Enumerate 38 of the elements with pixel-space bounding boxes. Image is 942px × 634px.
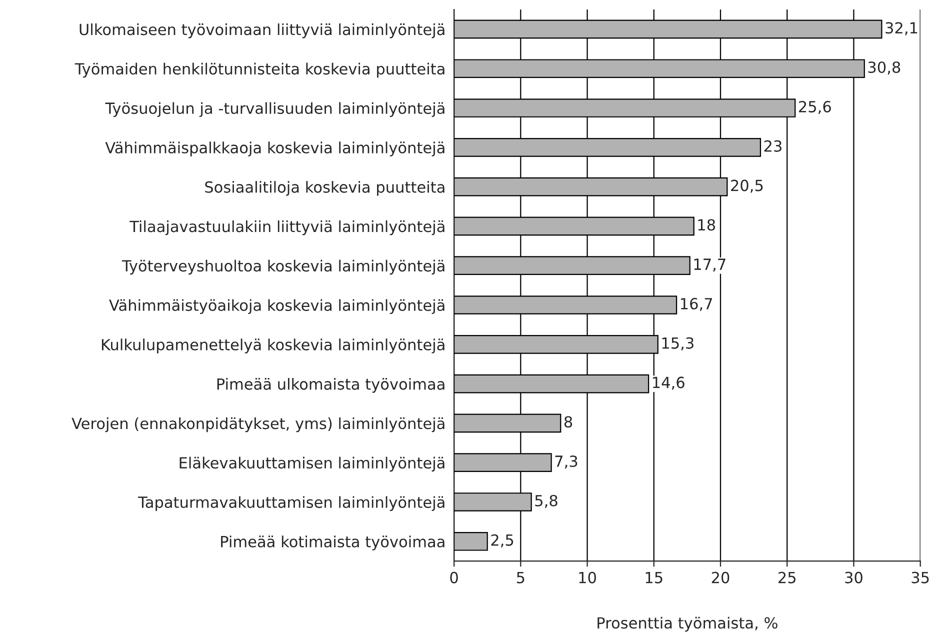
y-tick-label: Tilaajavastuulakiin liittyviä laiminlyöntejä	[130, 220, 444, 236]
y-tick-label: Verojen (ennakonpidätykset, yms) laiminlyöntejä	[72, 417, 444, 432]
x-tick-label: 5	[516, 572, 524, 584]
y-tick-label: Ulkomaiseen työvoimaan liittyviä laiminlyöntejä	[80, 23, 444, 38]
data-label: 15,3	[662, 337, 694, 350]
data-label: 18	[698, 219, 716, 231]
y-tick-label: Pimeää kotimaista työvoimaa	[221, 536, 444, 550]
y-tick-label: Työsuojelun ja -turvallisuuden laiminlyöntejä	[105, 102, 444, 117]
x-tick-label: 25	[778, 572, 796, 584]
data-label: 16,7	[680, 298, 712, 311]
x-tick-label: 10	[579, 572, 596, 584]
data-label: 7,3	[555, 455, 578, 469]
x-tick-label: 30	[845, 572, 862, 584]
data-label: 2,5	[491, 534, 514, 548]
x-tick-label: 15	[646, 572, 662, 584]
y-tick-label: Työterveyshuoltoa koskevia laiminlyöntejä	[122, 260, 444, 275]
y-tick-label: Eläkevakuuttamisen laiminlyöntejä	[180, 456, 444, 472]
data-label: 20,5	[731, 180, 763, 193]
y-tick-label: Sosiaalitiloja koskevia puutteita	[205, 181, 444, 196]
x-tick-label: 0	[450, 572, 458, 584]
data-label: 8	[564, 416, 572, 428]
y-tick-label: Pimeää ulkomaista työvoimaa	[217, 378, 444, 393]
x-tick-label: 35	[912, 572, 929, 584]
x-tick-label: 20	[712, 572, 730, 584]
data-label: 5,8	[535, 494, 558, 508]
y-tick-label: Kulkulupamenettelyä koskevia laiminlyöntejä	[102, 338, 444, 354]
data-label: 14,6	[653, 376, 684, 390]
data-label: 32,1	[886, 22, 918, 36]
y-tick-label: Vähimmäispalkkaoja koskevia laiminlyöntejä	[105, 142, 444, 156]
y-tick-label: Työmaiden henkilötunnisteita koskevia puutteita	[74, 62, 444, 78]
y-tick-label: Tapaturmavakuuttamisen laiminlyöntejä	[138, 496, 444, 511]
x-axis-title: Prosenttia työmaista, %	[598, 616, 778, 632]
bar	[454, 532, 488, 551]
data-label: 17,7	[694, 258, 726, 272]
data-label: 23	[764, 140, 782, 152]
data-label: 30,8	[868, 61, 900, 75]
y-tick-label: Vähimmäistyöaikoja koskevia laiminlyöntejä	[109, 299, 444, 314]
data-label: 25,6	[799, 100, 831, 114]
